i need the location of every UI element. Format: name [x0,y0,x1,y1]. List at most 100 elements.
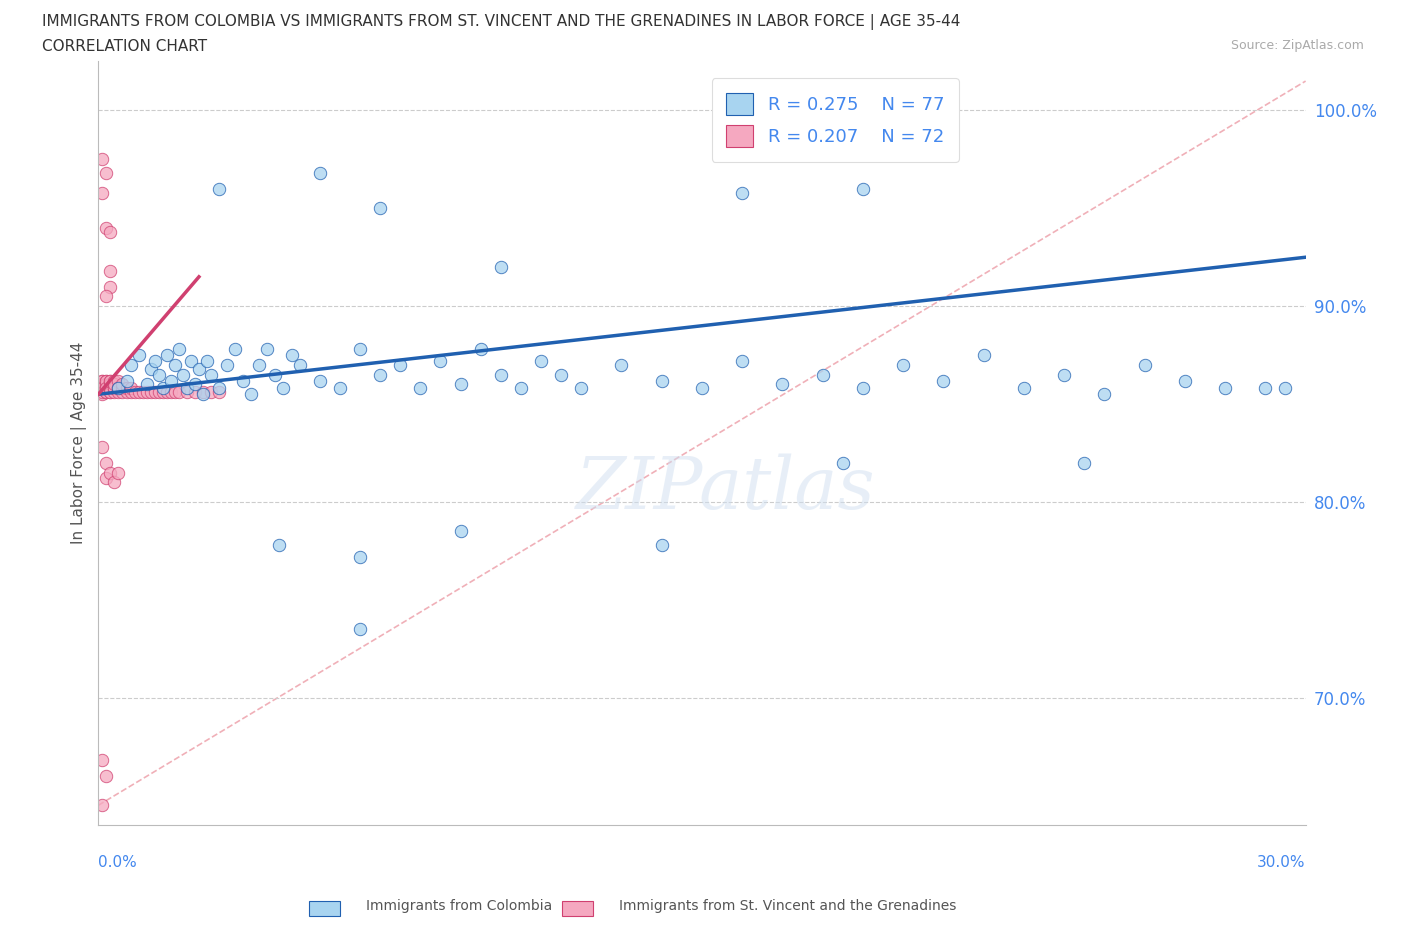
Point [96,385,118,400]
Point [107,381,129,396]
Point [329,381,352,396]
Point [103,377,125,392]
Point [115,385,138,400]
Text: 30.0%: 30.0% [1257,856,1306,870]
Point [200,367,222,382]
Point [156,348,179,363]
Point [1053,367,1076,382]
Point [489,367,512,382]
Point [450,524,472,538]
Point [100,385,122,400]
Point [96,289,118,304]
Point [273,381,295,396]
Point [172,367,194,382]
Point [180,353,202,368]
Point [159,373,181,388]
Point [188,362,211,377]
Text: ZIPatlas: ZIPatlas [576,454,876,525]
Point [100,373,122,388]
Point [1213,381,1236,396]
Point [811,367,834,382]
Point [308,166,330,180]
Point [509,381,531,396]
Point [450,377,472,392]
Point [100,465,122,480]
Point [91,185,114,200]
Point [264,367,287,382]
Point [128,385,150,400]
Point [167,342,190,357]
Point [124,385,146,400]
Point [135,377,157,392]
Point [91,152,114,166]
Point [103,381,125,396]
Text: CORRELATION CHART: CORRELATION CHART [42,39,207,54]
Text: 0.0%: 0.0% [98,856,138,870]
Point [288,357,311,372]
Point [852,381,875,396]
Point [103,475,125,490]
Point [91,387,114,402]
Point [389,357,412,372]
Point [100,263,122,278]
Point [100,381,122,396]
Point [91,752,114,767]
Point [91,385,114,400]
Point [224,342,246,357]
Point [131,385,153,400]
Point [143,353,166,368]
Point [96,381,118,396]
Point [128,348,150,363]
Point [208,381,231,396]
Text: Immigrants from Colombia: Immigrants from Colombia [366,898,551,912]
Point [269,538,291,552]
Point [1133,357,1156,372]
Point [91,381,114,396]
Point [208,385,231,400]
Text: Source: ZipAtlas.com: Source: ZipAtlas.com [1230,39,1364,52]
Point [139,362,162,377]
Point [280,348,302,363]
Point [120,357,142,372]
Point [148,367,170,382]
Point [349,550,371,565]
Point [1012,381,1035,396]
Legend: R = 0.275    N = 77, R = 0.207    N = 72: R = 0.275 N = 77, R = 0.207 N = 72 [711,78,959,162]
Point [489,259,512,274]
Point [91,381,114,396]
Point [152,381,174,396]
Point [176,385,198,400]
Point [184,385,207,400]
Point [651,538,673,552]
Point [91,373,114,388]
Point [91,373,114,388]
Point [139,385,162,400]
Point [409,381,432,396]
Point [111,385,134,400]
Point [96,381,118,396]
Point [368,367,391,382]
Point [111,377,134,392]
Point [167,385,190,400]
Point [107,381,129,396]
Text: Immigrants from St. Vincent and the Grenadines: Immigrants from St. Vincent and the Gren… [619,898,956,912]
Point [107,381,129,396]
Point [96,385,118,400]
Point [349,342,371,357]
Point [184,377,207,392]
Point [651,373,673,388]
Point [96,220,118,235]
Point [852,181,875,196]
Point [569,381,592,396]
Point [932,373,955,388]
Point [247,357,270,372]
Point [100,385,122,400]
Point [731,353,754,368]
Point [1174,373,1197,388]
Point [530,353,553,368]
Point [159,385,181,400]
Point [240,387,263,402]
Point [831,456,853,471]
Point [103,373,125,388]
Point [368,201,391,216]
